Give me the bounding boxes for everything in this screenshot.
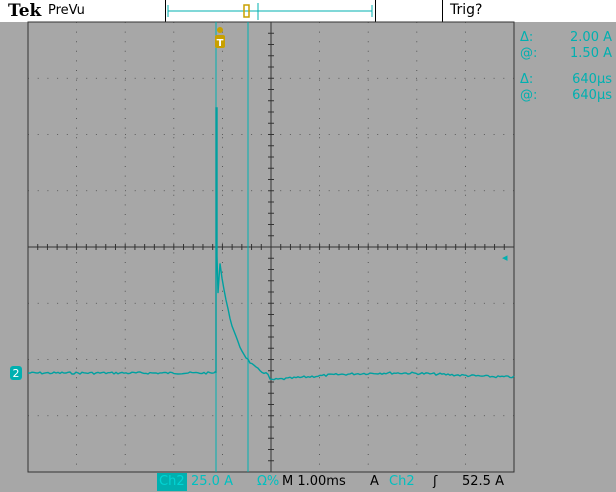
channel-2-ground-marker[interactable]: 2 — [10, 366, 22, 380]
channel-2-trace — [27, 107, 515, 381]
record-window-right — [375, 0, 376, 22]
trigger-mode: A — [370, 474, 379, 489]
at-amplitude-value: 1.50 A — [570, 46, 612, 61]
brand-logo: Tek — [8, 1, 42, 21]
record-window-left — [165, 0, 166, 22]
status-divider — [442, 0, 443, 22]
coupling-icon: Ω% — [257, 474, 280, 489]
channel-ground-label: 2 — [13, 367, 20, 380]
volts-per-div: 25.0 A — [191, 474, 233, 489]
acquisition-mode: PreVu — [48, 3, 85, 18]
trigger-level-readout: 52.5 A — [462, 474, 504, 489]
delta-amplitude-value: 2.00 A — [570, 30, 612, 45]
at-symbol: @: — [520, 46, 538, 61]
trigger-position-marker: T — [215, 27, 225, 49]
timebase-readout: M 1.00ms — [282, 474, 346, 489]
trigger-status: Trig? — [450, 2, 483, 18]
graticule — [27, 21, 515, 473]
trigger-time-label: T — [217, 38, 224, 49]
trigger-source: Ch2 — [389, 474, 415, 489]
delta-symbol: Δ: — [520, 30, 534, 45]
at-symbol: @: — [520, 88, 538, 103]
delta-time-value: 640µs — [572, 72, 612, 87]
record-window-indicator — [167, 3, 373, 20]
delta-symbol: Δ: — [520, 72, 534, 87]
trigger-level-marker[interactable]: ◂ — [502, 251, 508, 264]
at-time-value: 640µs — [572, 88, 612, 103]
trigger-slope-icon: ʃ — [433, 474, 438, 489]
channel-indicator[interactable]: Ch2 — [157, 473, 187, 491]
